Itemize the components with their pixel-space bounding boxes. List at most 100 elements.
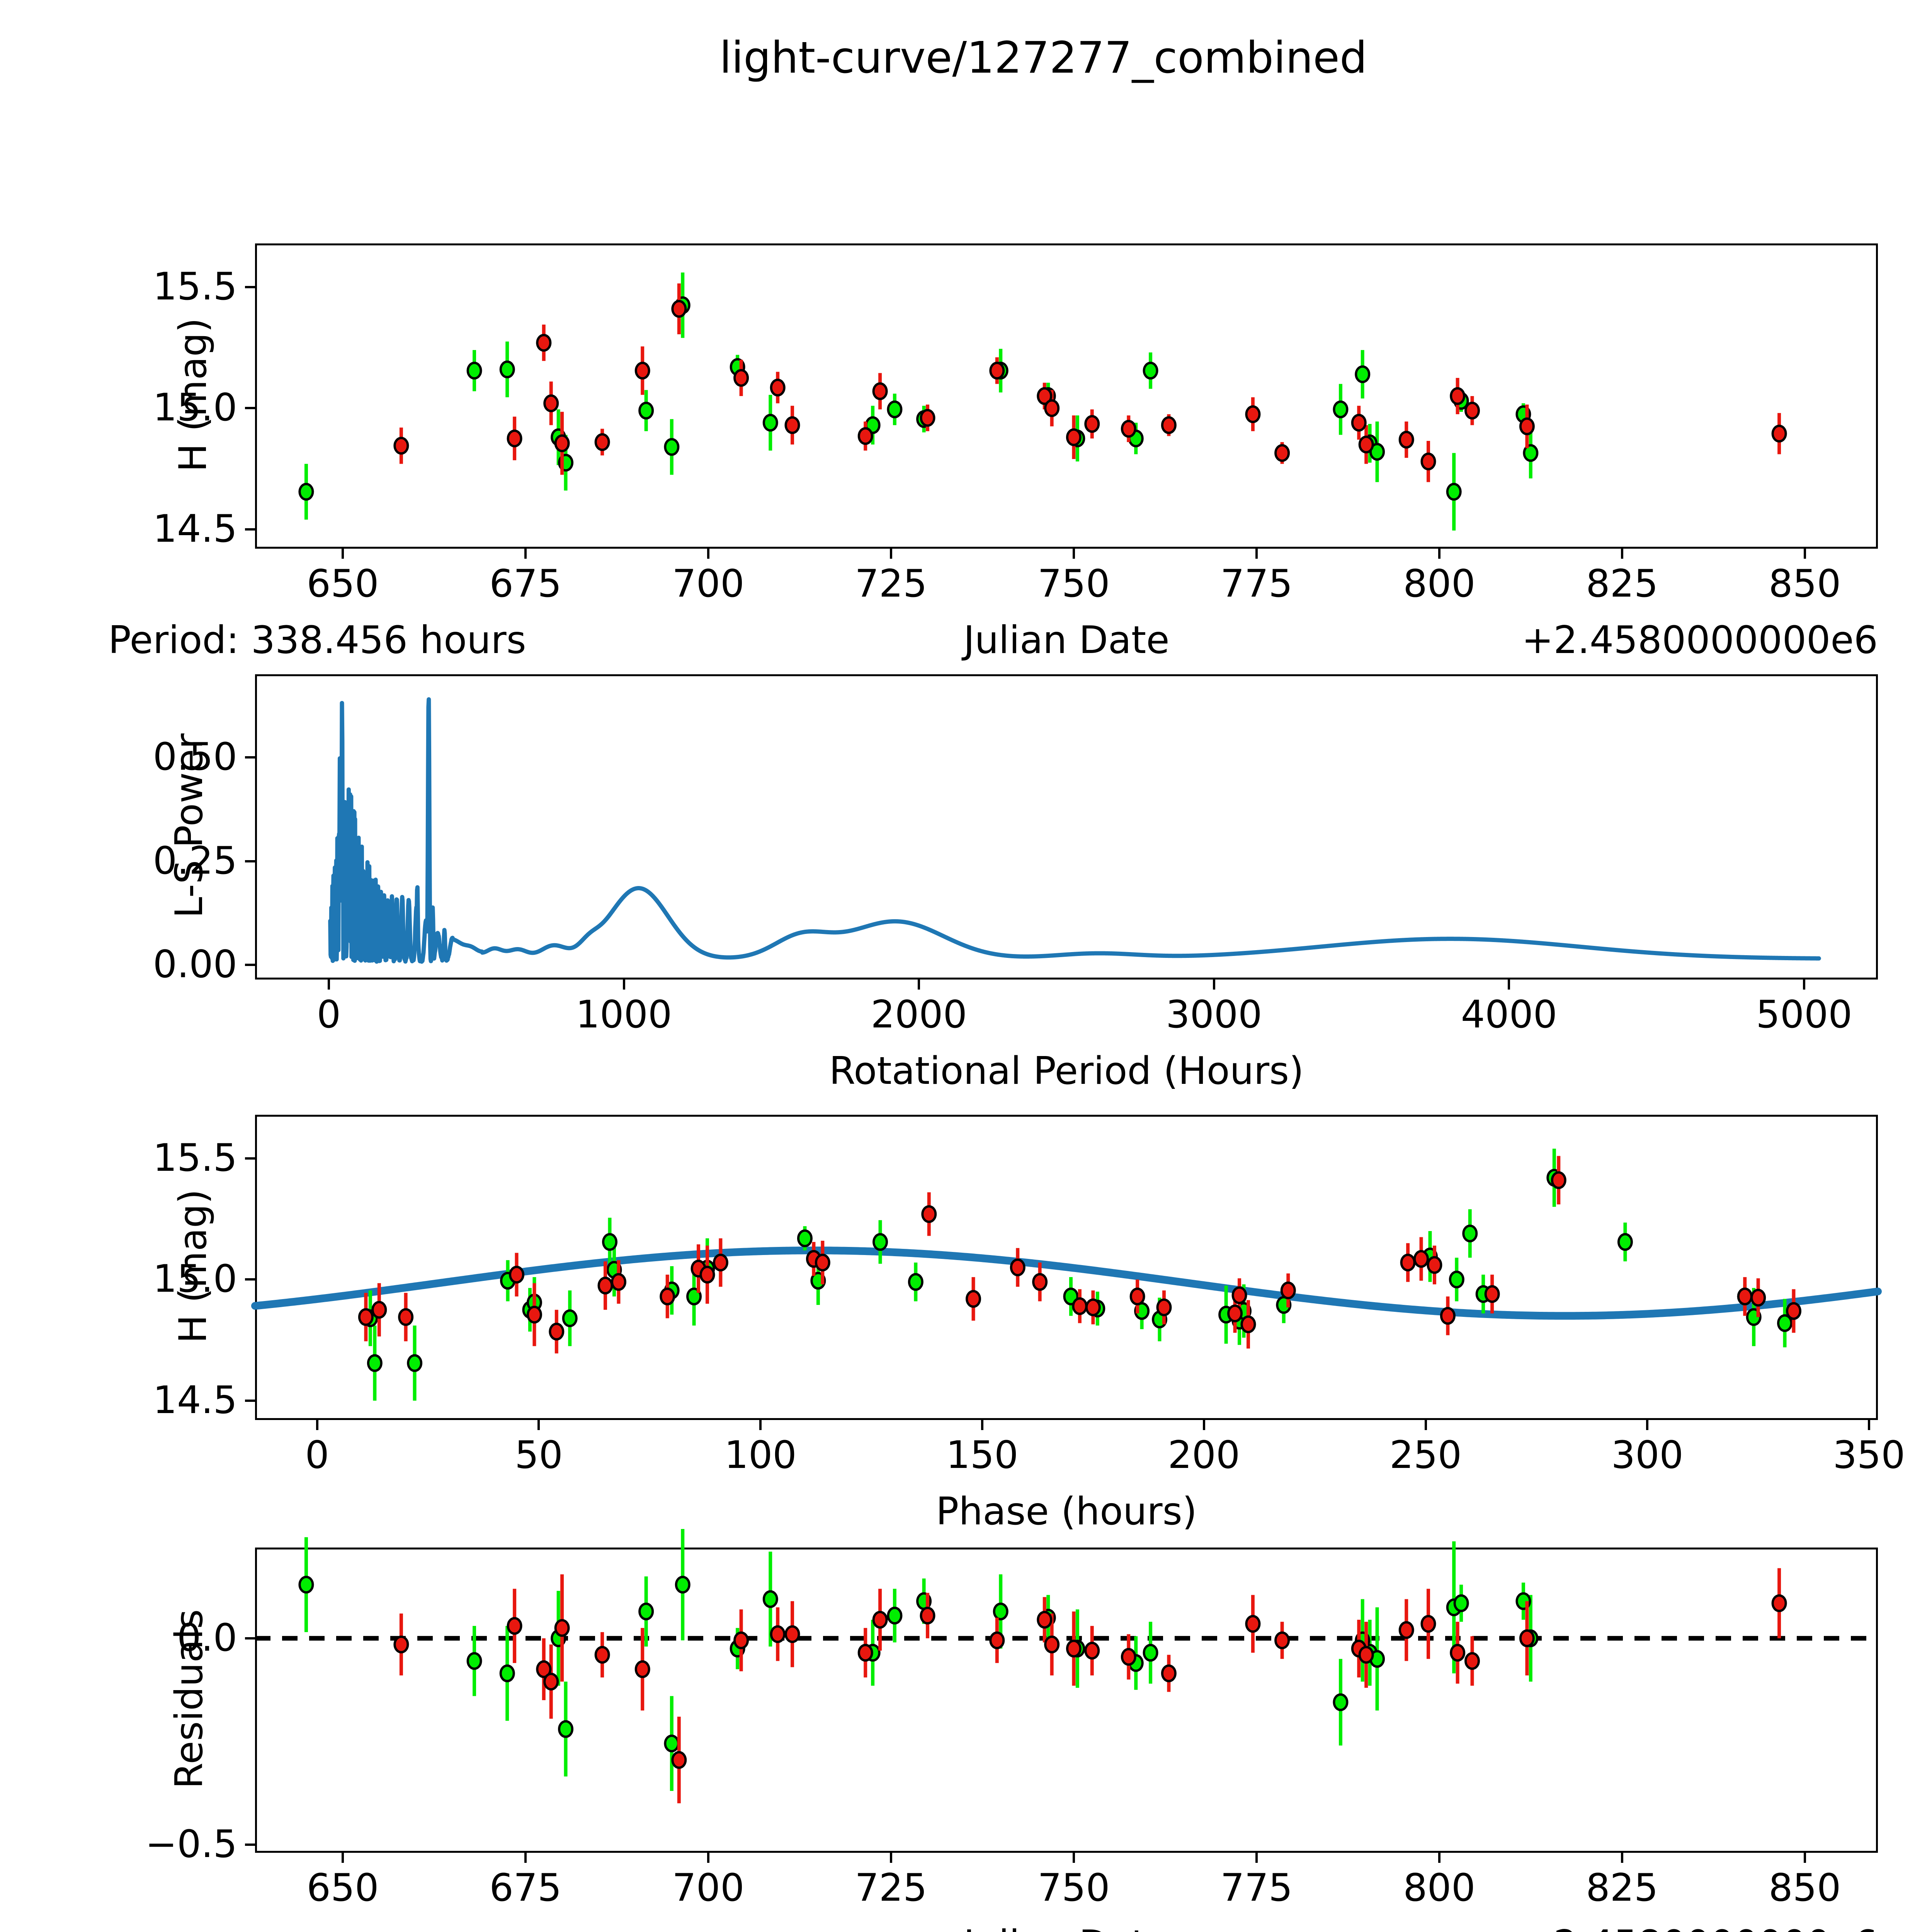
residuals-red-point [393,1635,409,1653]
lightcurve-plot-area [298,272,1787,531]
phase-xtick-label: 200 [1168,1433,1240,1477]
phase-green-point [1449,1270,1464,1289]
periodogram-xtick [1803,980,1806,990]
lightcurve-red-point [1084,415,1100,433]
periodogram-xtick [1508,980,1510,990]
panel-lightcurve-frame [255,243,1878,549]
lightcurve-red-point [594,433,610,451]
lightcurve-xtick-label: 800 [1403,562,1476,606]
residuals-red-point [1771,1594,1787,1612]
phase-green-point [797,1229,813,1247]
residuals-xtick [1621,1853,1623,1863]
residuals-ylabel: Residuals [167,1609,211,1789]
residuals-x-offset-label: +2.4580000000e6 [1414,1922,1878,1932]
periodogram-xtick [1213,980,1215,990]
phase-green-point [602,1233,618,1251]
periodogram-xtick-label: 3000 [1166,993,1262,1037]
lightcurve-red-point [1274,444,1290,462]
periodogram-xtick-label: 5000 [1756,993,1852,1037]
phase-ytick [245,1278,255,1281]
lightcurve-xtick-label: 850 [1769,562,1841,606]
residuals-xtick-label: 750 [1037,1866,1110,1910]
phase-red-point [660,1287,675,1306]
phase-xtick-label: 300 [1611,1433,1684,1477]
residuals-red-point [594,1646,610,1664]
lightcurve-xtick [889,549,892,559]
lightcurve-red-point [784,416,800,434]
lightcurve-green-point [1523,444,1539,462]
phase-red-point [1010,1259,1026,1276]
residuals-green-point [298,1576,314,1594]
residuals-red-point [1398,1621,1414,1639]
phase-red [358,1156,1801,1354]
lightcurve-green-point [762,413,778,432]
residuals-xtick [889,1853,892,1863]
phase-red-point [1156,1298,1172,1316]
phase-xtick-label: 150 [946,1433,1019,1477]
phase-xtick [1868,1420,1871,1430]
lightcurve-red-point [1245,405,1261,423]
periodogram-xtick [622,980,625,990]
residuals-xtick-label: 725 [855,1866,927,1910]
lightcurve-red-point [1121,420,1136,438]
phase-fit-curve [251,1247,1882,1320]
period-annotation: Period: 338.456 hours [108,618,526,662]
periodogram-ytick [245,860,255,862]
phase-red-point [526,1306,542,1324]
residuals-red-point [1037,1611,1053,1629]
periodogram-plot-area [328,697,1821,964]
residuals-green-point [1453,1594,1469,1612]
phase-xtick-label: 250 [1389,1433,1462,1477]
residuals-green-point [1143,1644,1158,1662]
periodogram-xtick [918,980,920,990]
residuals-red-point [989,1631,1005,1650]
phase-green-point [1617,1233,1633,1251]
phase-green-point [407,1354,423,1372]
residuals-red-point [872,1611,888,1629]
phase-red-point [1032,1273,1048,1291]
phase-red-point [398,1308,414,1326]
residuals-xtick [524,1853,527,1863]
periodogram-ytick [245,756,255,759]
phase-ytick [245,1157,255,1160]
residuals-xtick [1803,1853,1806,1863]
lightcurve-red-point [393,437,409,455]
residuals-xtick-label: 700 [672,1866,745,1910]
phase-xtick [1646,1420,1649,1430]
lightcurve-red-point [1771,425,1787,443]
residuals-green-point [558,1720,574,1738]
lightcurve-red-point [554,434,570,452]
periodogram-ytick-label: 0.25 [153,838,237,883]
phase-red-point [1085,1298,1101,1316]
lightcurve-red-point [872,382,888,400]
phase-red-point [1440,1307,1456,1325]
phase-red-point [921,1205,937,1223]
residuals-green [298,1529,1539,1791]
residuals-red-point [634,1660,650,1678]
lightcurve-ytick [245,528,255,531]
residuals-ytick-label: −0.5 [145,1822,237,1866]
periodogram-xtick [327,980,330,990]
panel-periodogram [255,674,1878,980]
lightcurve-xtick-label: 675 [489,562,562,606]
lightcurve-green-point [664,438,680,456]
lightcurve-xtick-label: 750 [1037,562,1110,606]
phase-red-point [1551,1171,1566,1189]
figure-title: light-curve/127277_combined [719,33,1367,83]
lightcurve-red-point [1420,452,1436,471]
lightcurve-xtick [524,549,527,559]
panel-residuals-frame [255,1548,1878,1853]
lightcurve-red-point [1066,428,1082,446]
residuals-red-point [784,1625,800,1643]
phase-red-point [1129,1287,1145,1306]
residuals-green-point [762,1590,778,1608]
residuals-red-point [1274,1631,1290,1650]
residuals-ytick-label: 0.0 [177,1616,237,1660]
lightcurve-xtick-label: 700 [672,562,745,606]
lightcurve-green-point [1355,365,1371,383]
phase-plot-area [251,1148,1882,1401]
phase-xtick-label: 50 [515,1433,563,1477]
phase-ytick-label: 15.0 [153,1257,237,1301]
lightcurve-xtick-label: 825 [1586,562,1658,606]
lightcurve-xtick [1621,549,1623,559]
